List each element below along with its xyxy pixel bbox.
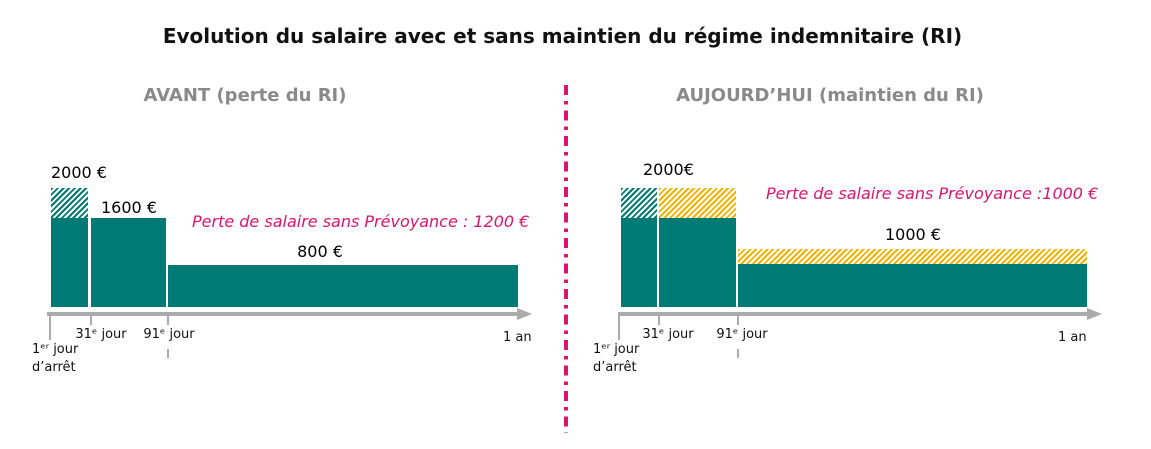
aujourdhui-loss-annotation: Perte de salaire sans Prévoyance :1000 € [766, 184, 1099, 203]
avant-bar1-total-label: 2000 € [51, 163, 107, 182]
avant-tick-day91 [167, 316, 169, 325]
avant-tick-day91-lower [167, 349, 169, 358]
aujourdhui-bar3-label: 1000 € [885, 225, 941, 244]
avant-header: AVANT (perte du RI) [143, 85, 347, 106]
avant-tick-day1 [49, 316, 51, 340]
separator-dashed-line [564, 85, 568, 433]
aujourdhui-bar1-ri-lost-hatch [621, 188, 657, 218]
avant-x-axis-arrowhead [517, 308, 532, 320]
aujourdhui-day91-label: 91ᵉ jour [716, 327, 768, 342]
avant-day91-label: 91ᵉ jour [143, 327, 195, 342]
aujourdhui-day1-label-line1: 1ᵉʳ jour [593, 342, 640, 357]
avant-loss-annotation: Perte de salaire sans Prévoyance : 1200 … [192, 212, 530, 231]
avant-bar1-salary [51, 218, 88, 307]
avant-bar1-ri-lost-hatch [51, 188, 88, 218]
avant-1an-label: 1 an [503, 330, 532, 345]
aujourdhui-tick-day1 [618, 316, 620, 340]
avant-day1-label-line1: 1ᵉʳ jour [32, 342, 79, 357]
aujourdhui-day1-label-line2: d’arrêt [593, 360, 637, 375]
avant-bar3-salary [168, 265, 518, 307]
aujourdhui-bar3-ri-maintained-hatch [738, 249, 1087, 264]
aujourdhui-bar3-salary [738, 264, 1087, 307]
aujourdhui-header: AUJOURD’HUI (maintien du RI) [676, 85, 984, 106]
aujourdhui-bar2-ri-maintained-hatch [659, 188, 736, 218]
aujourdhui-bar1-salary [621, 218, 657, 307]
avant-x-axis-line [47, 312, 517, 316]
aujourdhui-x-axis-arrowhead [1087, 308, 1102, 320]
avant-bar2-label: 1600 € [101, 198, 157, 217]
aujourdhui-tick-day91-lower [737, 349, 739, 358]
avant-bar2-salary [91, 218, 166, 307]
page-title: Evolution du salaire avec et sans mainti… [162, 24, 963, 48]
aujourdhui-tick-day31 [658, 316, 660, 325]
avant-day1-label-line2: d’arrêt [32, 360, 76, 375]
aujourdhui-day31-label: 31ᵉ jour [642, 327, 694, 342]
aujourdhui-x-axis-line [618, 312, 1087, 316]
aujourdhui-bar1-total-label: 2000€ [643, 160, 694, 179]
avant-day31-label: 31ᵉ jour [75, 327, 127, 342]
aujourdhui-tick-day91 [737, 316, 739, 325]
aujourdhui-1an-label: 1 an [1058, 330, 1087, 345]
avant-tick-day31 [90, 316, 92, 325]
aujourdhui-bar2-salary [659, 218, 736, 307]
avant-bar3-label: 800 € [297, 242, 343, 261]
